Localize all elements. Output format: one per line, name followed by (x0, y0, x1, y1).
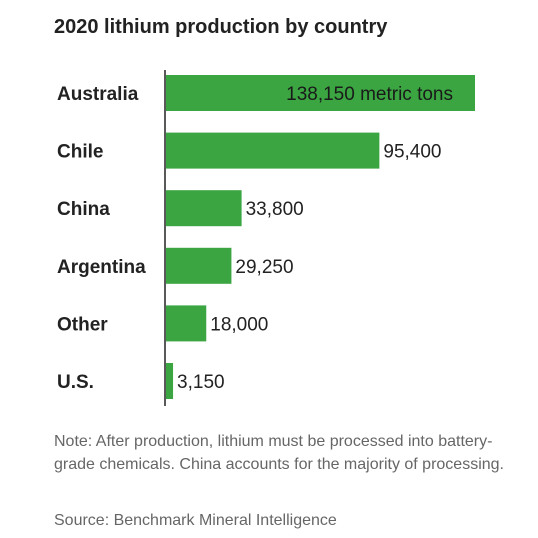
bar-chart: Australia 138,150 metric tons Chile 95,400 C… (57, 70, 475, 406)
value-label: 18,000 (210, 314, 268, 335)
bar-china (166, 190, 242, 227)
bar-chile (166, 132, 380, 169)
bar-other (166, 305, 207, 342)
chart-source: Source: Benchmark Mineral Intelligence (54, 512, 337, 529)
value-label: 138,150 metric tons (286, 84, 453, 105)
chart-title: 2020 lithium production by country (54, 16, 388, 38)
bar-australia (166, 75, 475, 111)
value-label: 29,250 (235, 257, 293, 278)
category-label: Chile (57, 142, 103, 163)
value-label: 95,400 (383, 142, 441, 163)
bar-u-s (166, 363, 174, 399)
category-label: China (57, 199, 110, 220)
value-label: 33,800 (246, 199, 304, 220)
category-label: Australia (57, 84, 139, 105)
category-label: Argentina (57, 257, 146, 278)
category-label: Other (57, 314, 108, 335)
category-label: U.S. (57, 372, 94, 393)
chart-note: Note: After production, lithium must be … (54, 433, 504, 473)
bar-argentina (166, 247, 232, 284)
value-label: 3,150 (177, 372, 225, 393)
